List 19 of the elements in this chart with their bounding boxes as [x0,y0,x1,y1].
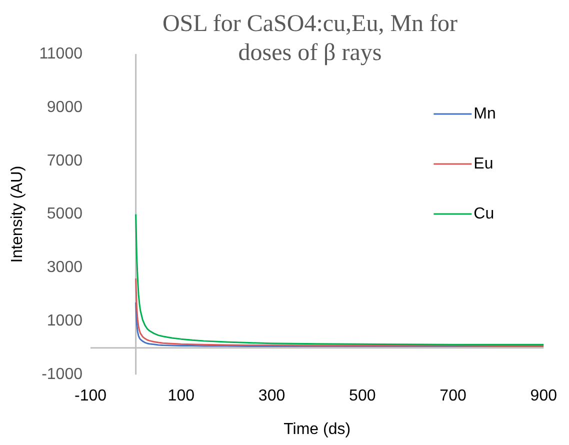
x-axis-title: Time (ds) [284,420,351,438]
y-tick-label: -1000 [42,366,83,384]
y-axis-title: Intensity (AU) [9,166,26,263]
x-tick-label: 100 [168,388,195,405]
x-tick-label: -100 [74,388,107,405]
x-tick-label: 900 [530,388,558,405]
legend-label: Eu [474,155,494,172]
x-tick-label: 300 [258,388,286,405]
y-tick-label: 9000 [46,98,83,116]
x-tick-label: 500 [349,388,376,405]
x-tick-label: 700 [440,388,466,405]
y-tick-label: 7000 [46,152,83,170]
y-tick-label: 11000 [39,45,83,62]
y-tick-label: 3000 [46,259,83,276]
legend-label: Cu [474,205,494,222]
y-tick-label: 5000 [46,206,83,223]
chart-title: OSL for CaSO4:cu,Eu, Mn for doses of β rays [161,10,459,68]
y-tick-label: 1000 [46,312,83,330]
legend-label: Mn [474,105,496,122]
